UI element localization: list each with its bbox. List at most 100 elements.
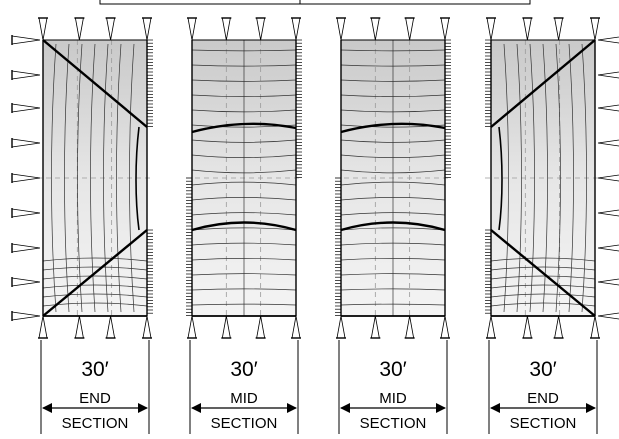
support-triangle-icon <box>597 209 619 217</box>
yield-line <box>191 221 297 232</box>
support-triangle-icon <box>11 70 41 80</box>
label-end-right-top: END <box>527 390 559 407</box>
support-triangle-icon <box>11 311 41 321</box>
support-triangle-icon <box>187 17 197 41</box>
support-triangle-icon <box>187 315 197 339</box>
support-triangle-icon <box>11 103 41 113</box>
dimension-mid-left-arrow-right <box>287 403 297 413</box>
contour-line <box>490 275 596 280</box>
dimension-value-mid-right: 30′ <box>379 358 407 381</box>
support-triangle-icon <box>554 17 563 41</box>
contour-line <box>51 43 57 313</box>
dimension-end-left-arrow-left <box>42 403 52 413</box>
label-mid-left-bottom: SECTION <box>210 415 278 432</box>
yield-line <box>42 39 148 317</box>
support-triangle-icon <box>11 208 41 218</box>
support-triangle-icon <box>142 315 152 339</box>
panel-end-left <box>37 17 153 434</box>
contour-line <box>490 302 596 307</box>
support-triangle-icon <box>597 312 619 320</box>
label-mid-right-bottom: SECTION <box>359 415 427 432</box>
contour-line <box>77 43 83 313</box>
label-end-left-top: END <box>79 390 111 407</box>
hatch-right <box>147 39 153 127</box>
yield-curve <box>498 126 503 231</box>
dimension-mid-right-arrow-right <box>436 403 446 413</box>
label-mid-left-top: MID <box>230 390 258 407</box>
dimension-value-end-left: 30′ <box>81 358 109 381</box>
support-triangle-icon <box>11 243 41 253</box>
support-triangle-icon <box>486 315 496 339</box>
support-triangle-icon <box>554 315 563 339</box>
panel-mid-left <box>186 17 302 434</box>
contour-line <box>542 43 548 313</box>
dimension-end-right-arrow-right <box>586 403 596 413</box>
contour-line <box>90 43 96 313</box>
support-triangle-icon <box>75 315 84 339</box>
yield-line <box>340 221 446 232</box>
contour-line <box>42 266 148 271</box>
contour-line <box>581 43 587 313</box>
contour-lines <box>42 43 148 313</box>
contour-line <box>516 43 522 313</box>
hatch-left <box>186 177 192 316</box>
label-mid-right-top: MID <box>379 390 407 407</box>
support-triangle-icon <box>336 315 346 339</box>
support-triangle-icon <box>38 315 48 339</box>
contour-line <box>555 43 561 313</box>
contour-lines <box>490 43 596 313</box>
contour-line <box>42 275 148 280</box>
support-triangle-icon <box>405 315 415 339</box>
label-end-left-bottom: SECTION <box>61 415 129 432</box>
support-triangle-icon <box>106 315 115 339</box>
support-triangle-icon <box>11 138 41 148</box>
support-triangle-icon <box>597 174 619 182</box>
label-end-right-bottom: SECTION <box>509 415 577 432</box>
support-triangle-icon <box>523 315 532 339</box>
top-border-stub <box>99 0 531 5</box>
contour-line <box>529 43 535 313</box>
support-triangle-icon <box>440 17 450 41</box>
support-triangle-icon <box>405 17 415 41</box>
support-triangle-icon <box>370 315 380 339</box>
side-supports-right <box>597 36 619 320</box>
support-triangle-icon <box>256 17 266 41</box>
yield-line <box>490 39 596 317</box>
hatch-right <box>445 39 451 178</box>
support-triangle-icon <box>106 17 115 41</box>
support-triangle-icon <box>597 36 619 44</box>
dimension-mid-left-arrow-left <box>191 403 201 413</box>
contour-line <box>129 43 135 313</box>
support-triangle-icon <box>75 17 84 41</box>
contour-line <box>42 257 148 262</box>
support-triangle-icon <box>11 277 41 287</box>
support-triangle-icon <box>336 17 346 41</box>
support-triangle-icon <box>221 17 231 41</box>
support-triangle-icon <box>440 315 450 339</box>
support-triangle-icon <box>291 315 301 339</box>
contour-line <box>42 284 148 289</box>
support-triangle-icon <box>486 17 496 41</box>
support-triangle-icon <box>291 17 301 41</box>
panel-mid-right <box>335 17 451 434</box>
panel-end-right <box>485 17 601 434</box>
contour-line <box>490 284 596 289</box>
contour-line <box>103 43 109 313</box>
dimension-value-end-right: 30′ <box>529 358 557 381</box>
support-triangle-icon <box>590 315 600 339</box>
support-triangle-icon <box>523 17 532 41</box>
contour-line <box>116 43 122 313</box>
hatch-left <box>485 39 491 127</box>
contour-line <box>503 43 509 313</box>
side-supports-left <box>11 35 41 321</box>
contour-line <box>42 302 148 307</box>
dimension-end-right-arrow-left <box>490 403 500 413</box>
support-triangle-icon <box>142 17 152 41</box>
support-triangle-icon <box>590 17 600 41</box>
support-triangle-icon <box>370 17 380 41</box>
support-triangle-icon <box>38 17 48 41</box>
hatch-right <box>296 39 302 178</box>
support-triangle-icon <box>11 173 41 183</box>
dashed-guides <box>485 40 601 316</box>
